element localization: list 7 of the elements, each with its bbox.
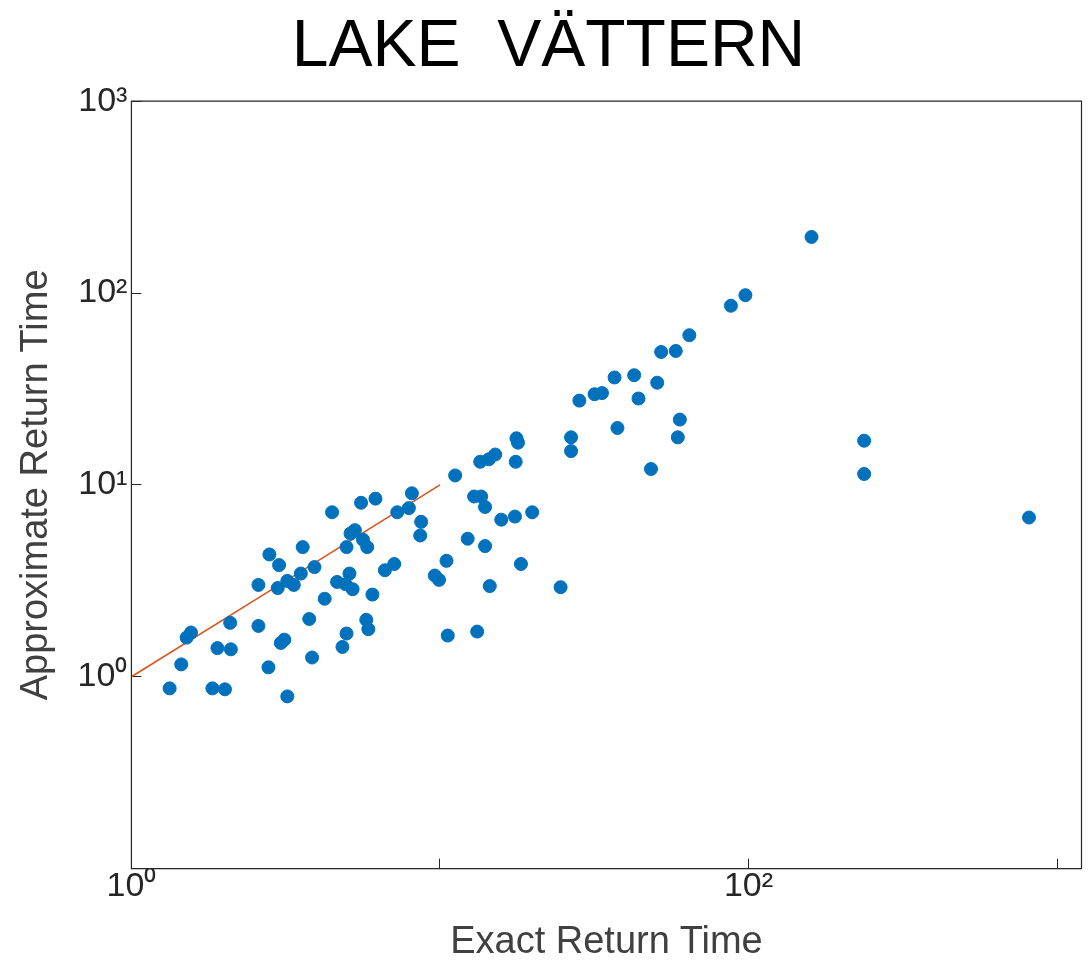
y-tick-label: 10² [78, 271, 128, 310]
y-tick-label: 10⁰ [77, 655, 128, 694]
y-axis-title: Approximate Return Time [13, 269, 56, 701]
chart-title: LAKE VÄTTERN [291, 5, 806, 80]
x-axis-title: Exact Return Time [450, 918, 763, 961]
y-tick-label: 10¹ [78, 463, 128, 502]
y-tick-label: 10³ [78, 79, 128, 118]
